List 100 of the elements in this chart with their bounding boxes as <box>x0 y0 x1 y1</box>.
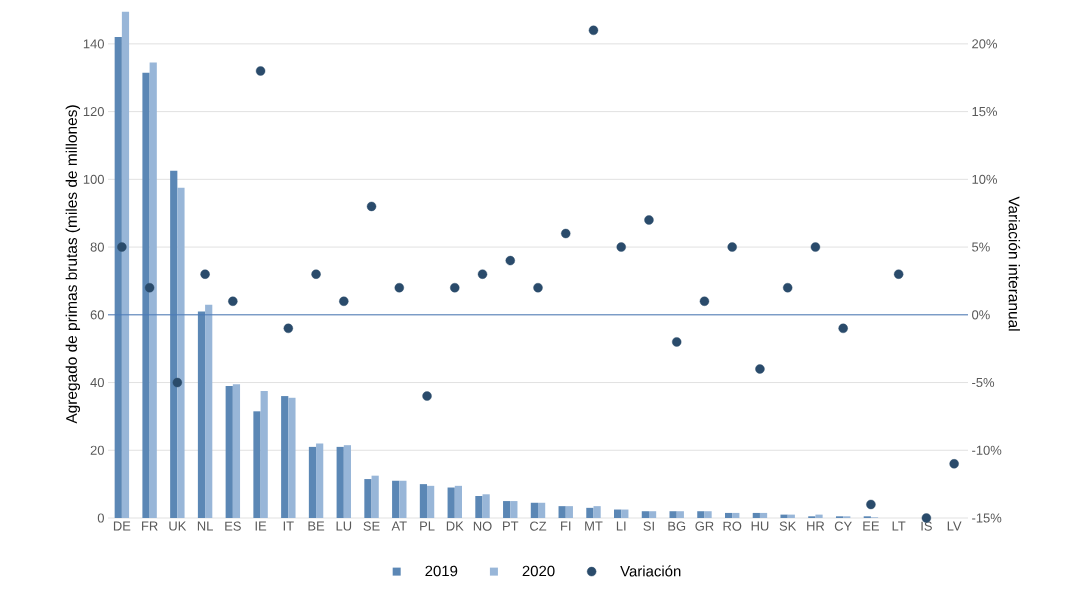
x-tick-label: UK <box>169 521 187 531</box>
x-tick-label: NO <box>473 521 492 531</box>
bar <box>565 506 573 518</box>
bar <box>177 187 185 518</box>
bar <box>197 311 206 518</box>
bar <box>427 485 435 518</box>
point <box>561 228 571 239</box>
x-tick-label: AT <box>391 521 407 531</box>
bar <box>586 507 594 518</box>
y-tick-label: 20 <box>90 445 104 455</box>
point <box>366 201 377 212</box>
x-tick-label: LU <box>336 521 352 531</box>
point <box>450 283 460 293</box>
bar <box>482 494 490 518</box>
point <box>283 323 294 334</box>
y-tick-label: 100 <box>83 174 104 184</box>
x-tick-label: DK <box>446 521 464 531</box>
x-tick-label: MT <box>585 521 603 531</box>
y-tick-label: 40 <box>90 377 104 388</box>
bar <box>447 487 455 518</box>
bar <box>475 495 483 518</box>
bar <box>288 397 296 518</box>
x-tick-label: IT <box>283 521 294 531</box>
point <box>893 269 904 279</box>
x-tick-label: CZ <box>530 521 547 531</box>
x-tick-label: DE <box>113 521 131 531</box>
bar <box>676 511 684 518</box>
legend-label: 2020 <box>522 565 555 577</box>
point <box>311 269 321 279</box>
point <box>533 283 543 293</box>
bar <box>371 475 379 518</box>
y-axis-title: Agregado de primas brutas (miles de millones) <box>65 105 81 424</box>
bar <box>343 445 352 518</box>
bar <box>724 512 733 518</box>
bar <box>593 506 601 518</box>
bar <box>253 411 261 518</box>
x-tick-label: FI <box>561 521 571 531</box>
bar <box>170 170 178 518</box>
point <box>228 296 238 306</box>
y-tick-label: 80 <box>90 242 104 252</box>
bar <box>336 446 344 518</box>
bar <box>232 384 241 518</box>
x-tick-label: HR <box>807 521 825 531</box>
point <box>255 66 266 76</box>
point <box>477 269 488 279</box>
x-tick-label: LT <box>892 521 906 531</box>
bar <box>260 391 268 518</box>
bar <box>558 506 566 518</box>
bar <box>503 501 511 518</box>
x-tick-label: EE <box>863 521 879 531</box>
bar <box>614 509 622 518</box>
point <box>172 377 183 388</box>
point <box>755 364 765 374</box>
point <box>782 283 793 293</box>
bar <box>759 512 768 518</box>
bar <box>281 396 289 518</box>
point <box>616 242 626 252</box>
bar <box>225 385 233 518</box>
x-tick-label: HU <box>751 521 769 531</box>
point <box>339 296 349 306</box>
bar <box>454 485 462 518</box>
x-tick-label: IE <box>255 521 267 531</box>
bar <box>114 37 122 518</box>
point <box>422 391 432 401</box>
x-tick-label: NL <box>197 521 213 531</box>
y-tick-label: 120 <box>83 107 104 117</box>
y2-tick-label: 0% <box>972 310 990 320</box>
bar <box>732 512 740 518</box>
point <box>866 499 876 510</box>
point <box>588 25 599 36</box>
point <box>644 215 654 225</box>
bar <box>308 446 317 518</box>
legend-label: Variación <box>620 565 681 577</box>
y-tick-label: 140 <box>83 39 104 49</box>
x-tick-label: RO <box>723 521 742 531</box>
y-tick-label: 0 <box>97 513 104 523</box>
y2-tick-label: -15% <box>972 513 1002 523</box>
y2-axis-title: Variación interanual <box>1008 196 1021 331</box>
bar <box>752 512 760 518</box>
bar <box>815 514 823 518</box>
x-tick-label: SK <box>779 521 797 531</box>
point <box>672 337 682 347</box>
bar <box>399 480 407 518</box>
x-tick-label: BE <box>308 521 325 531</box>
bar <box>538 502 546 518</box>
x-tick-label: GR <box>695 521 714 531</box>
bar <box>697 511 705 518</box>
legend-label: 2019 <box>425 565 458 577</box>
x-tick-label: PL <box>420 521 435 531</box>
x-tick-label: LV <box>947 521 962 531</box>
x-tick-label: ES <box>225 521 241 531</box>
y2-tick-label: -10% <box>972 445 1002 455</box>
bar <box>142 72 150 518</box>
point <box>144 283 155 293</box>
bar <box>364 479 372 518</box>
x-tick-label: LI <box>616 521 626 531</box>
bar <box>316 443 324 518</box>
y2-tick-label: 5% <box>972 242 990 252</box>
bar <box>392 480 400 518</box>
point <box>394 283 404 293</box>
